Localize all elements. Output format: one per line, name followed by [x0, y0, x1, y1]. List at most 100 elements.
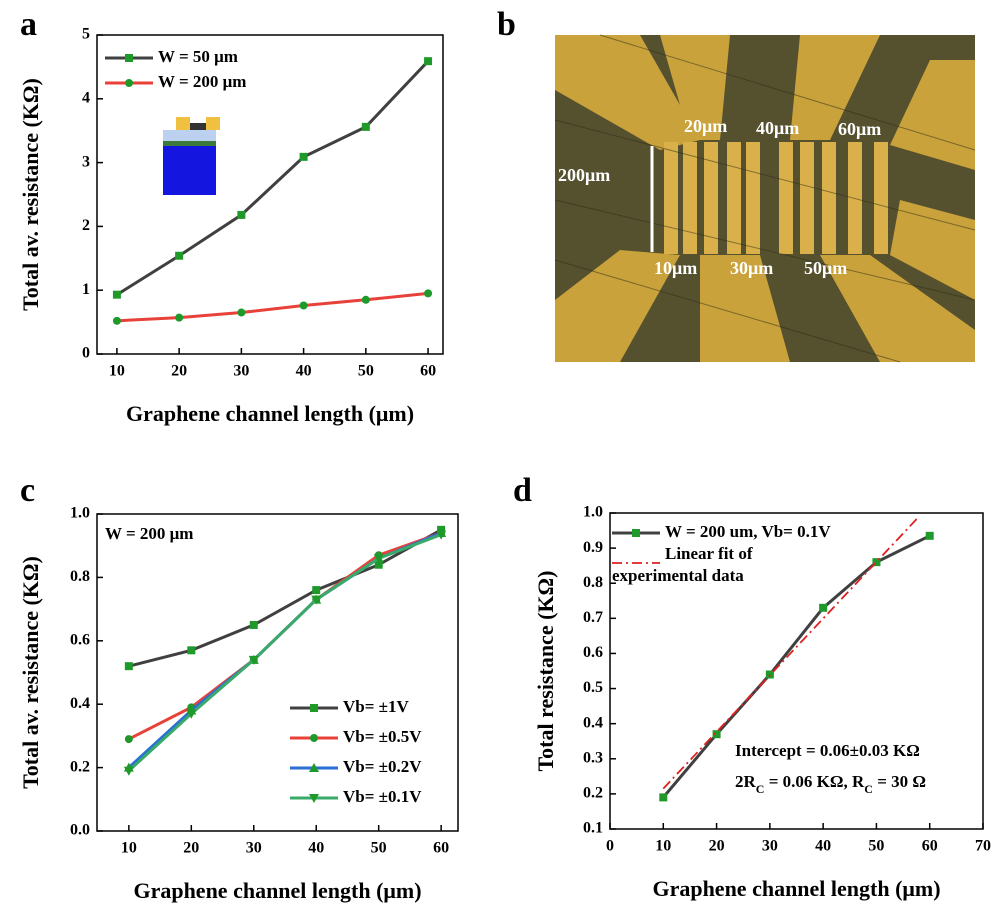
micro-label: 60μm: [838, 119, 881, 139]
x-axis-label: Graphene channel length (μm): [126, 401, 414, 426]
y-axis-label: Total av. resistance (KΩ): [18, 78, 43, 311]
y-tick-label: 1.0: [583, 504, 603, 521]
x-tick-label: 40: [296, 363, 312, 380]
y-tick-label: 1.0: [70, 505, 90, 522]
x-axis-label: Graphene channel length (μm): [652, 876, 940, 901]
y-tick-label: 0.6: [70, 631, 90, 648]
y-tick-label: 0.4: [70, 695, 90, 712]
annotation-part: 2R: [735, 772, 757, 791]
legend-label: Vb= ±0.2V: [343, 757, 422, 776]
marker: [819, 604, 827, 612]
marker: [250, 621, 258, 629]
annotation-part: = 0.06 KΩ, R: [764, 772, 865, 791]
x-tick-label: 10: [109, 363, 125, 380]
y-tick-label: 1: [82, 281, 90, 298]
y-axis-label: Total resistance (KΩ): [533, 571, 558, 772]
micro-label: 30μm: [730, 258, 773, 278]
x-tick-label: 50: [371, 840, 387, 857]
legend-label: Vb= ±1V: [343, 697, 409, 716]
legend-label: Linear fit of experimental data: [612, 543, 762, 587]
legend-label: Vb= ±0.1V: [343, 787, 422, 806]
x-tick-label: 30: [762, 838, 778, 855]
y-tick-label: 0.5: [583, 679, 603, 696]
micro-label: 40μm: [756, 118, 799, 138]
marker: [187, 646, 195, 654]
micro-label: 50μm: [804, 258, 847, 278]
micro-label: 20μm: [684, 116, 727, 136]
y-tick-label: 2: [82, 217, 90, 234]
y-tick-label: 0.8: [583, 574, 603, 591]
plot-frame: [97, 514, 458, 831]
y-tick-label: 0.3: [583, 749, 603, 766]
y-tick-label: 0.9: [583, 539, 603, 556]
marker: [362, 296, 370, 304]
marker: [300, 302, 308, 310]
x-tick-label: 30: [233, 363, 249, 380]
legend-marker: [125, 54, 133, 62]
x-tick-label: 40: [815, 838, 831, 855]
marker: [125, 662, 133, 670]
x-axis-label: Graphene channel length (μm): [133, 878, 421, 903]
y-tick-label: 0.6: [583, 644, 603, 661]
panel-letter: a: [20, 6, 37, 43]
annotation-part: = 30 Ω: [873, 772, 926, 791]
x-tick-label: 40: [308, 840, 324, 857]
x-tick-label: 0: [606, 838, 614, 855]
x-tick-label: 20: [183, 840, 199, 857]
marker: [926, 532, 934, 540]
x-tick-label: 60: [433, 840, 449, 857]
x-tick-label: 10: [121, 840, 137, 857]
device-inset: [163, 117, 220, 195]
legend-marker: [125, 79, 133, 87]
annotation: 2RC = 0.06 KΩ, RC = 30 Ω: [735, 772, 926, 796]
x-tick-label: 50: [868, 838, 884, 855]
panel-letter: c: [20, 472, 35, 509]
y-tick-label: 4: [82, 89, 90, 106]
micrograph: 200μm 20μm 40μm 60μm 10μm 30μm 50μm: [555, 35, 975, 362]
marker: [362, 123, 370, 131]
annotation-part: C: [756, 782, 765, 796]
panel-letter: d: [513, 472, 532, 509]
x-tick-label: 50: [358, 363, 374, 380]
marker: [237, 309, 245, 317]
y-tick-label: 5: [82, 26, 90, 43]
y-tick-label: 0: [82, 345, 90, 362]
annotation: W = 200 μm: [105, 524, 193, 543]
marker: [113, 291, 121, 299]
annotation: Intercept = 0.06±0.03 KΩ: [735, 741, 920, 760]
marker: [175, 314, 183, 322]
x-tick-label: 60: [420, 363, 436, 380]
figure: 200μm 20μm 40μm 60μm 10μm 30μm 50μm b a 1…: [0, 0, 994, 904]
marker: [113, 317, 121, 325]
y-tick-label: 0.8: [70, 568, 90, 585]
legend-label: W = 200 um, Vb= 0.1V: [665, 522, 831, 541]
y-tick-label: 0.2: [70, 758, 90, 775]
micro-label: 10μm: [654, 258, 697, 278]
marker: [424, 57, 432, 65]
y-tick-label: 3: [82, 153, 90, 170]
y-axis-label: Total av. resistance (KΩ): [18, 556, 43, 789]
marker: [312, 586, 320, 594]
series-line: [117, 293, 428, 320]
marker: [300, 153, 308, 161]
x-tick-label: 30: [246, 840, 262, 857]
y-tick-label: 0.0: [70, 822, 90, 839]
y-tick-label: 0.2: [583, 785, 603, 802]
legend-label: W = 200 μm: [158, 72, 246, 91]
y-tick-label: 0.7: [583, 609, 603, 626]
marker: [659, 793, 667, 801]
x-tick-label: 20: [171, 363, 187, 380]
x-tick-label: 60: [922, 838, 938, 855]
figure-canvas: 200μm 20μm 40μm 60μm 10μm 30μm 50μm b a 1…: [0, 0, 994, 904]
marker: [424, 289, 432, 297]
legend-marker: [632, 529, 640, 537]
legend-label: W = 50 μm: [158, 47, 238, 66]
marker: [175, 252, 183, 260]
micro-label: 200μm: [558, 165, 610, 185]
x-tick-label: 70: [975, 838, 991, 855]
legend-marker: [310, 734, 318, 742]
legend-marker: [310, 704, 318, 712]
panel-letter: b: [497, 6, 516, 43]
x-tick-label: 20: [709, 838, 725, 855]
marker: [125, 735, 133, 743]
